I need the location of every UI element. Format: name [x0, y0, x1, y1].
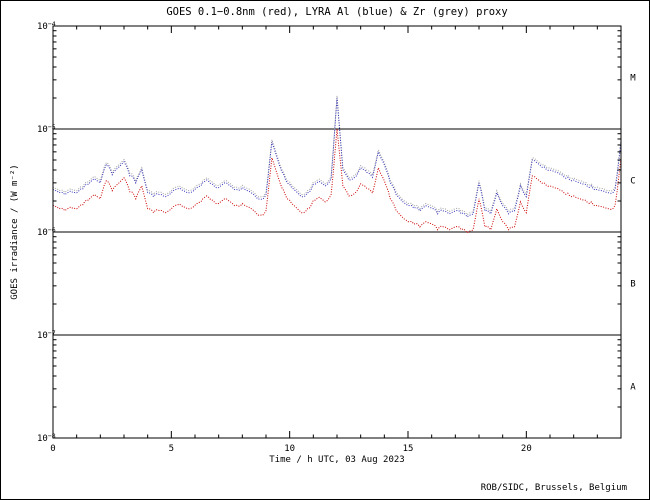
series-LYRA Zr proxy	[52, 95, 622, 216]
flare-class-label: C	[630, 177, 635, 187]
x-tick-label: 10	[284, 444, 295, 454]
x-tick-label: 5	[169, 444, 174, 454]
series-LYRA Al proxy	[52, 97, 622, 218]
credit-text: ROB/SIDC, Brussels, Belgium	[480, 483, 627, 493]
data-series	[52, 95, 622, 234]
flare-class-labels: M C B A	[630, 74, 636, 393]
plot-frame	[52, 25, 622, 439]
flare-class-label: M	[630, 74, 636, 84]
chart-title: GOES 0.1−0.8nm (red), LYRA Al (blue) & Z…	[166, 6, 508, 18]
flare-class-label: B	[630, 280, 635, 290]
x-tick-label: 0	[50, 444, 55, 454]
axis-ticks	[52, 25, 622, 439]
x-tick-label: 20	[521, 444, 532, 454]
flare-class-label: A	[630, 383, 636, 393]
axis-tick-labels: 10−410−510−610−710−80 5 10 15 20	[37, 20, 532, 454]
x-axis-label: Time / h UTC, 03 Aug 2023	[269, 455, 405, 465]
series-GOES 0.1-0.8nm	[52, 128, 622, 234]
grid-lines	[53, 128, 621, 336]
x-tick-label: 15	[403, 444, 414, 454]
